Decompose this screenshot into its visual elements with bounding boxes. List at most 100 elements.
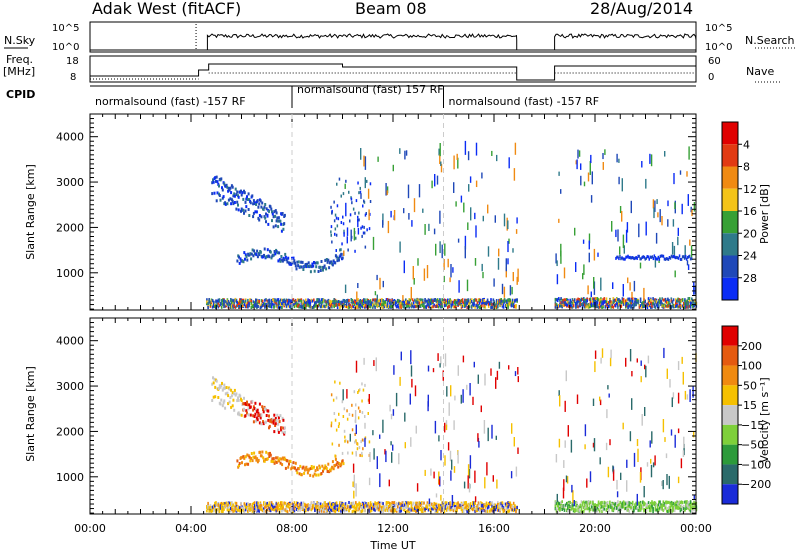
velocity-cell-2128 bbox=[362, 447, 364, 451]
velocity-cell-1486 bbox=[623, 502, 626, 506]
velocity-cell-2121 bbox=[335, 396, 338, 400]
power-cell-2319 bbox=[364, 156, 367, 170]
power-cell-2375 bbox=[650, 154, 653, 167]
power-cell-1065 bbox=[470, 300, 473, 303]
power-cell-2125 bbox=[350, 197, 353, 201]
power-cell-1766 bbox=[684, 299, 686, 303]
power-cell-2361 bbox=[556, 260, 558, 267]
velocity-cell-1007 bbox=[462, 503, 465, 507]
power-cell-945 bbox=[440, 305, 442, 309]
power-cell-2000 bbox=[263, 247, 266, 251]
power-cell-537 bbox=[339, 306, 341, 309]
velocity-cell-2342 bbox=[684, 390, 687, 400]
power-cell-968 bbox=[445, 301, 448, 305]
velocity-cell-2242 bbox=[444, 353, 447, 367]
power-cell-1524 bbox=[626, 304, 628, 308]
velocity-cell-2321 bbox=[637, 448, 639, 463]
velocity-cell-1451 bbox=[613, 506, 616, 510]
velocity-cell-375 bbox=[301, 504, 304, 508]
power-cell-1863 bbox=[234, 187, 237, 191]
power-cell-1234 bbox=[516, 298, 518, 302]
power-cell-2202 bbox=[433, 228, 436, 235]
freq-lo: 8 bbox=[70, 72, 76, 83]
velocity-cell-838 bbox=[418, 501, 421, 505]
power-cell-1273 bbox=[563, 301, 566, 305]
velocity-marks bbox=[206, 347, 698, 514]
power-cell-544 bbox=[341, 303, 343, 307]
power-cell-1822 bbox=[216, 180, 219, 184]
velocity-cell-1005 bbox=[461, 509, 464, 513]
velocity-cell-872 bbox=[427, 502, 430, 506]
velocity-cell-1671 bbox=[671, 506, 674, 510]
velocity-cell-127 bbox=[236, 505, 239, 509]
power-cell-456 bbox=[318, 300, 321, 303]
velocity-cell-1115 bbox=[490, 508, 492, 512]
velocity-cell-2279 bbox=[498, 361, 501, 369]
velocity-cell-1855 bbox=[252, 405, 255, 409]
power-cell-1026 bbox=[461, 300, 464, 304]
velocity-cell-1630 bbox=[662, 500, 665, 504]
power-cell-931 bbox=[437, 302, 440, 305]
velocity-cell-1573 bbox=[646, 502, 649, 506]
velocity-cell-1572 bbox=[646, 504, 649, 508]
velocity-cell-1945 bbox=[251, 459, 254, 463]
velocity-cell-543 bbox=[341, 504, 343, 508]
power-cell-1536 bbox=[628, 298, 631, 302]
power-cell-614 bbox=[358, 305, 360, 309]
velocity-cell-1879 bbox=[262, 410, 265, 414]
power-cell-25 bbox=[211, 299, 214, 303]
power-cell-120 bbox=[236, 301, 239, 304]
power-cell-2098 bbox=[338, 258, 340, 262]
velocity-cell-1459 bbox=[616, 506, 618, 510]
velocity-cell-2250 bbox=[652, 462, 655, 468]
power-cell-2448 bbox=[648, 257, 650, 261]
velocity-cell-2048 bbox=[329, 469, 332, 473]
power-cell-378 bbox=[299, 298, 301, 302]
power-cell-607 bbox=[357, 305, 359, 308]
power-cell-2259 bbox=[511, 286, 513, 295]
power-cell-1359 bbox=[585, 301, 587, 305]
power-cell-1003 bbox=[455, 303, 457, 307]
power-cell-2018 bbox=[277, 259, 280, 263]
power-cell-226 bbox=[261, 303, 264, 307]
power-cell-2254 bbox=[580, 175, 582, 186]
power-cell-763 bbox=[393, 301, 396, 304]
power-cell-1585 bbox=[639, 297, 642, 301]
power-cell-1399 bbox=[594, 297, 596, 301]
velocity-cell-249 bbox=[269, 506, 272, 510]
power-cell-2181 bbox=[424, 224, 426, 235]
power-cell-886 bbox=[426, 303, 429, 307]
velocity-cell-2344 bbox=[633, 452, 636, 467]
power-cell-329 bbox=[288, 298, 290, 302]
power-cell-1074 bbox=[473, 298, 475, 302]
velocity-cell-1824 bbox=[237, 411, 240, 415]
power-cell-209 bbox=[257, 305, 259, 308]
velocity-cell-2205 bbox=[375, 357, 377, 372]
velocity-cell-2187 bbox=[368, 477, 371, 486]
power-cell-1525 bbox=[626, 302, 628, 306]
velocity-cell-1873 bbox=[259, 416, 262, 420]
velocity-cell-1088 bbox=[482, 504, 484, 508]
velocity-cell-542 bbox=[341, 502, 343, 505]
power-cell-1246 bbox=[556, 305, 559, 309]
power-cell-119 bbox=[235, 300, 238, 304]
velocity-cell-1905 bbox=[274, 417, 277, 420]
power-cell-1658 bbox=[656, 305, 659, 309]
power-cell-655 bbox=[368, 300, 371, 304]
power-cell-1492 bbox=[617, 302, 619, 306]
power-cell-895 bbox=[428, 305, 431, 309]
power-cell-2232 bbox=[450, 264, 452, 278]
velocity-cell-248 bbox=[269, 501, 272, 505]
power-cell-842 bbox=[414, 305, 416, 309]
power-cell-697 bbox=[378, 304, 381, 308]
power-cell-1372 bbox=[587, 303, 590, 307]
power-cell-1368 bbox=[586, 304, 588, 308]
power-cell-206 bbox=[256, 302, 258, 306]
velocity-cell-2181 bbox=[451, 495, 454, 506]
power-cell-838 bbox=[412, 301, 415, 305]
velocity-cell-917 bbox=[440, 504, 442, 508]
power-cell-2314 bbox=[621, 178, 623, 192]
power-cell-84 bbox=[227, 304, 230, 308]
power-cell-2031 bbox=[287, 256, 290, 260]
power-cell-468 bbox=[320, 298, 323, 302]
